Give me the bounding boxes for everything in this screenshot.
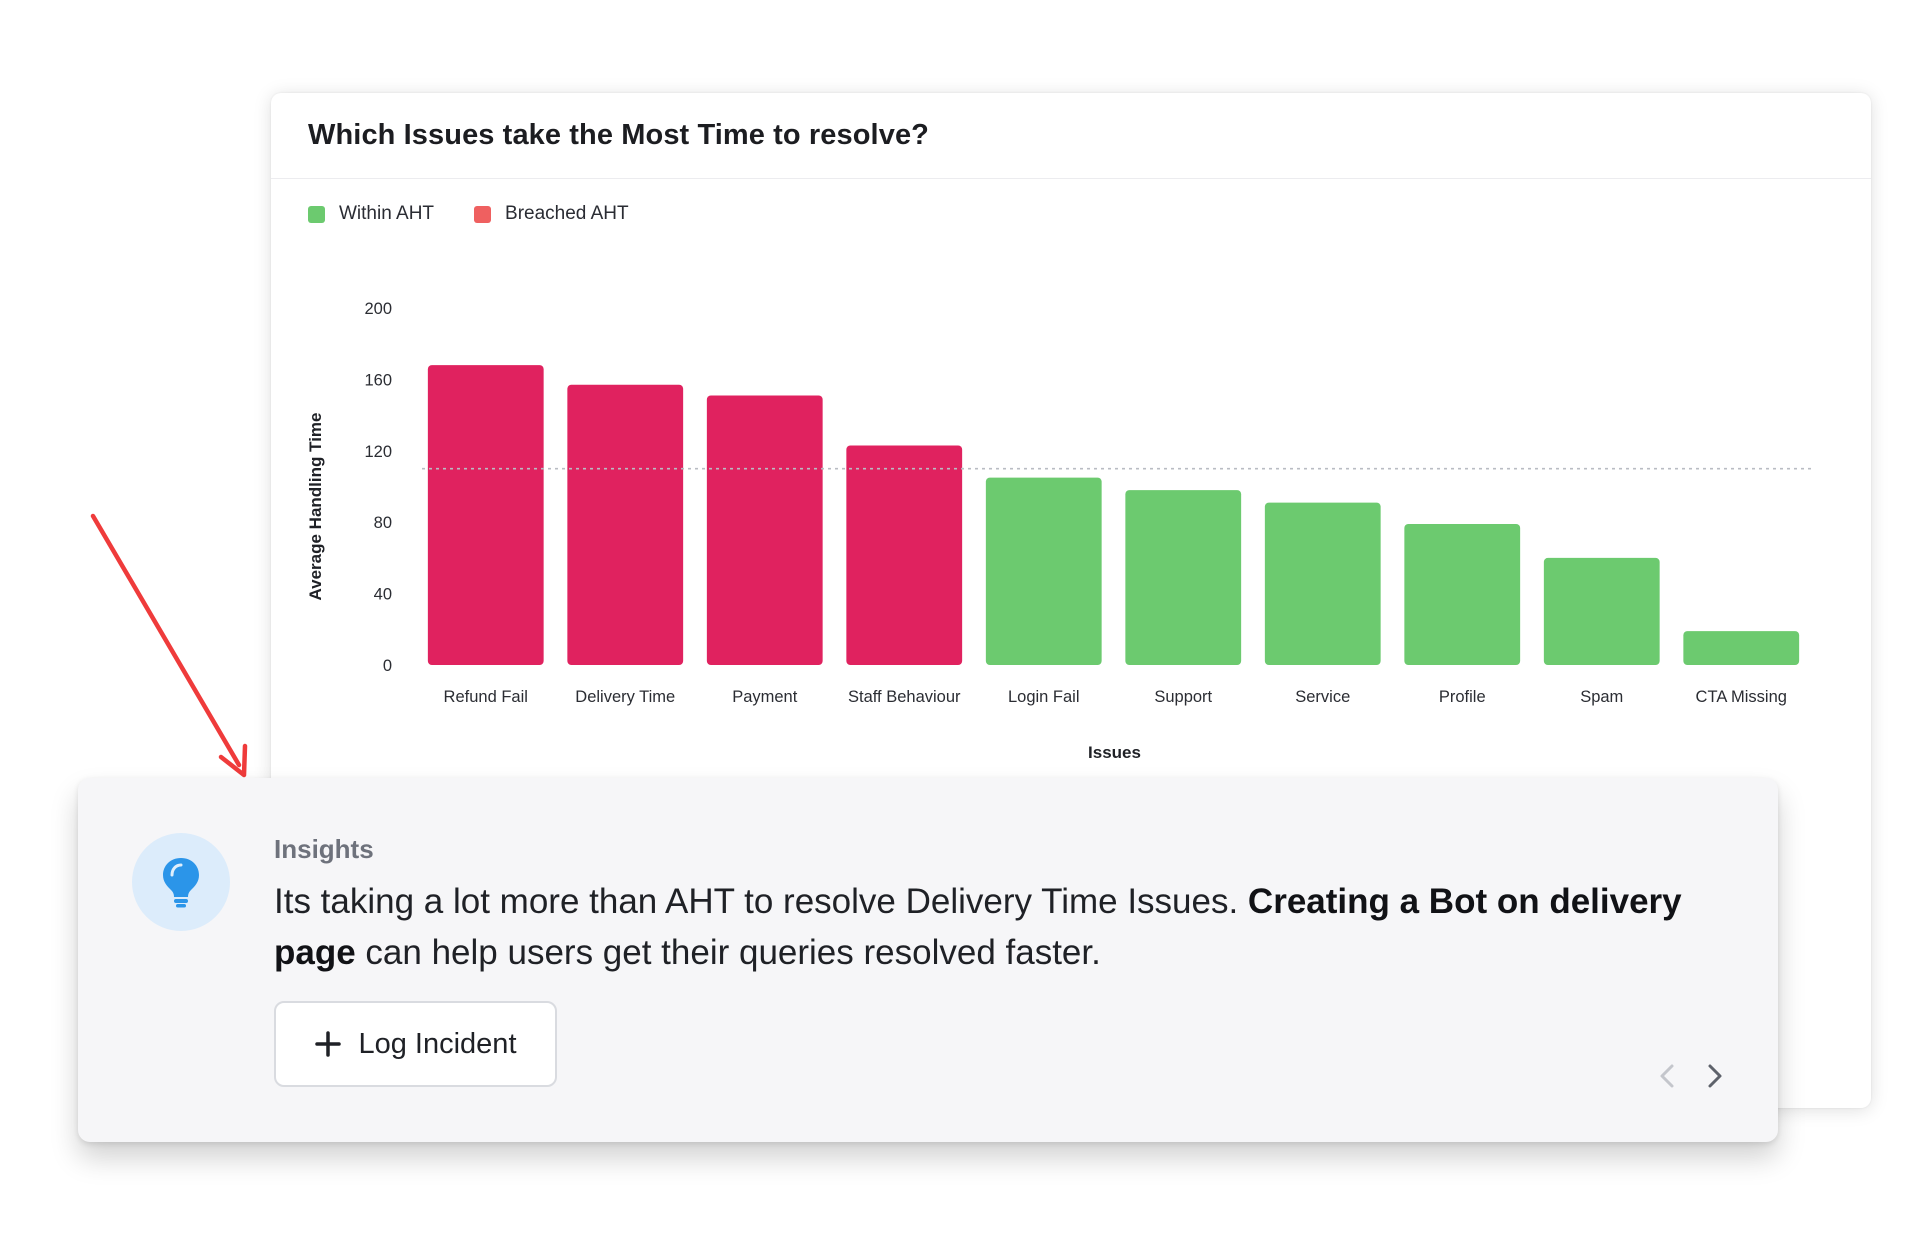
chart-title: Which Issues take the Most Time to resol… bbox=[308, 119, 929, 151]
bar-delivery-time bbox=[567, 384, 684, 665]
insight-panel: Insights Its taking a lot more than AHT … bbox=[78, 778, 1778, 1142]
bar-refund-fail bbox=[427, 365, 544, 665]
x-tick-label: Staff Behaviour bbox=[848, 688, 961, 706]
bar-cta-missing bbox=[1683, 631, 1800, 665]
bar-login-fail bbox=[985, 477, 1102, 665]
legend-swatch-breached-aht bbox=[474, 205, 492, 223]
legend-label-within-aht: Within AHT bbox=[339, 203, 435, 224]
previous-insight-button[interactable] bbox=[1652, 1059, 1682, 1093]
insight-heading: Insights bbox=[274, 834, 374, 864]
lightbulb-icon bbox=[163, 858, 199, 908]
insight-text-highlight: Creating a Bot on delivery page bbox=[274, 882, 1682, 972]
x-tick-label: Support bbox=[1154, 688, 1212, 706]
insight-text: Its taking a lot more than AHT to resolv… bbox=[274, 876, 1694, 978]
bar-payment bbox=[706, 395, 823, 665]
y-tick-label: 120 bbox=[364, 443, 392, 461]
bar-service bbox=[1264, 502, 1381, 665]
chart-legend: Within AHT Breached AHT bbox=[308, 203, 629, 225]
legend-item-within-aht[interactable]: Within AHT bbox=[308, 203, 434, 225]
next-insight-button[interactable] bbox=[1700, 1059, 1730, 1093]
chevron-left-icon bbox=[1660, 1064, 1674, 1088]
insight-icon-badge bbox=[132, 833, 230, 931]
bar-chart: 0 40 80 120 160 200 Refund Fail Delivery Time Pa… bbox=[306, 300, 1811, 762]
legend-item-breached-aht[interactable]: Breached AHT bbox=[474, 203, 629, 225]
bar-support bbox=[1125, 490, 1242, 665]
y-tick-label: 40 bbox=[374, 586, 392, 604]
bar-staff-behaviour bbox=[846, 445, 963, 665]
plus-icon bbox=[315, 1031, 342, 1057]
insight-text-intro: Its taking a lot more than AHT to resolv… bbox=[274, 882, 1248, 921]
log-incident-label: Log Incident bbox=[358, 1027, 517, 1060]
y-tick-label: 0 bbox=[383, 657, 392, 675]
x-axis-title: Issues bbox=[1088, 743, 1141, 762]
legend-label-breached-aht: Breached AHT bbox=[505, 203, 629, 224]
y-tick-label: 80 bbox=[374, 514, 392, 532]
bar-spam bbox=[1543, 557, 1660, 665]
x-tick-label: CTA Missing bbox=[1696, 688, 1787, 706]
insight-text-outro: can help users get their queries resolve… bbox=[355, 933, 1101, 972]
bar-profile bbox=[1404, 523, 1521, 665]
x-tick-label: Spam bbox=[1580, 688, 1623, 706]
x-tick-label: Refund Fail bbox=[444, 688, 528, 706]
x-tick-label: Payment bbox=[732, 688, 798, 706]
legend-swatch-within-aht bbox=[308, 205, 325, 223]
y-tick-label: 160 bbox=[364, 371, 392, 389]
chart-card-header: Which Issues take the Most Time to resol… bbox=[271, 93, 1871, 179]
y-tick-label: 200 bbox=[364, 300, 392, 318]
log-incident-button[interactable]: Log Incident bbox=[274, 1001, 557, 1087]
x-tick-label: Login Fail bbox=[1008, 688, 1080, 706]
y-axis-title: Average Handling Time bbox=[306, 413, 325, 601]
chevron-right-icon bbox=[1708, 1064, 1722, 1088]
x-tick-label: Delivery Time bbox=[575, 688, 675, 706]
x-tick-label: Profile bbox=[1439, 688, 1486, 706]
x-tick-label: Service bbox=[1295, 688, 1350, 706]
